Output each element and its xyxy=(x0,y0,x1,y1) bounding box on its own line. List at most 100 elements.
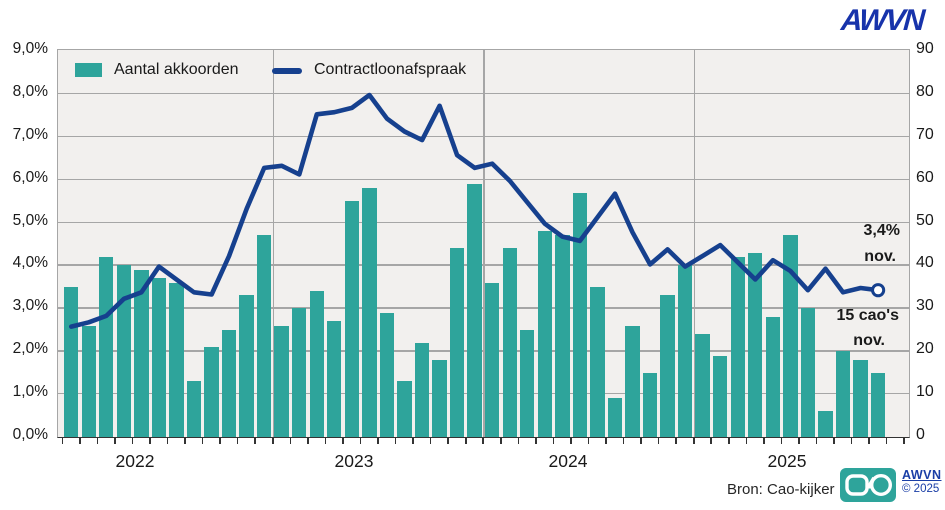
source-caption: Bron: Cao-kijker xyxy=(727,481,835,498)
legend-bar-swatch xyxy=(75,63,102,77)
month-tick xyxy=(114,438,116,444)
month-tick xyxy=(570,438,572,444)
month-tick xyxy=(307,438,309,444)
month-tick xyxy=(429,438,432,444)
right-tick-label: 80 xyxy=(916,82,934,100)
left-tick-label: 5,0% xyxy=(12,211,48,229)
month-tick xyxy=(412,438,414,444)
month-tick xyxy=(780,438,783,444)
bar-2024-08 xyxy=(607,398,623,437)
contractloon-line xyxy=(69,92,881,329)
month-tick xyxy=(166,438,169,444)
month-tick xyxy=(447,438,449,444)
bar-2022-07 xyxy=(169,282,184,437)
bar-2023-02 xyxy=(292,308,307,437)
month-tick xyxy=(815,438,818,444)
bar-2025-04 xyxy=(748,252,763,437)
month-tick xyxy=(271,438,274,444)
year-label-2024: 2024 xyxy=(548,451,588,471)
brand-small-copyright: © 2025 xyxy=(902,483,940,495)
month-tick xyxy=(342,438,344,444)
bar-2024-05 xyxy=(555,235,570,437)
month-tick xyxy=(464,438,467,444)
left-tick-label: 2,0% xyxy=(12,340,48,358)
bar-2023-03 xyxy=(309,291,324,437)
legend-bar-label: Aantal akkoorden xyxy=(114,61,239,78)
month-tick xyxy=(552,438,555,444)
annotation-bars-month: nov. xyxy=(853,332,885,349)
annotation-line-month: nov. xyxy=(864,248,896,265)
bar-2025-03 xyxy=(730,256,745,437)
bar-2024-06 xyxy=(572,192,588,437)
bar-2022-11 xyxy=(239,295,254,437)
left-tick-label: 8,0% xyxy=(12,82,48,100)
left-tick-label: 3,0% xyxy=(12,297,48,315)
bar-2023-08 xyxy=(397,381,412,437)
v-gridline-year xyxy=(272,50,275,437)
right-tick-label: 20 xyxy=(916,340,934,358)
month-tick xyxy=(79,438,81,444)
month-tick xyxy=(605,438,607,444)
month-tick xyxy=(798,438,800,444)
month-tick xyxy=(254,438,257,444)
bar-2025-10 xyxy=(853,359,868,437)
bar-2025-02 xyxy=(712,355,728,437)
month-tick xyxy=(184,438,186,444)
month-tick xyxy=(587,438,590,444)
month-tick xyxy=(394,438,397,444)
bar-2025-09 xyxy=(835,351,851,437)
right-tick-label: 30 xyxy=(916,297,934,315)
bar-2022-02 xyxy=(81,325,96,437)
month-tick xyxy=(219,438,221,444)
annotation-bars-value: 15 cao's xyxy=(836,307,899,324)
bar-2024-02 xyxy=(502,248,517,437)
bar-2023-11 xyxy=(449,248,465,437)
line-series xyxy=(69,92,886,329)
month-tick xyxy=(833,438,835,444)
bar-2024-11 xyxy=(660,295,675,437)
bar-2022-06 xyxy=(151,278,167,437)
month-tick xyxy=(324,438,327,444)
bar-2025-05 xyxy=(765,316,780,437)
legend: Aantal akkoorden Contractloonafspraak xyxy=(58,50,909,90)
bar-2025-11 xyxy=(870,372,886,437)
bar-2024-04 xyxy=(537,231,552,437)
annotation-line-value: 3,4% xyxy=(863,222,900,239)
brand-small-name: AWVN xyxy=(902,468,942,482)
left-tick-label: 9,0% xyxy=(12,40,48,57)
bar-2024-12 xyxy=(677,265,693,437)
bar-2023-06 xyxy=(362,188,377,437)
right-tick-label: 50 xyxy=(916,211,934,229)
bar-2023-01 xyxy=(274,325,289,437)
month-tick xyxy=(885,438,888,444)
line-end-marker xyxy=(871,283,886,298)
bar-2022-08 xyxy=(186,381,202,437)
bar-2025-06 xyxy=(783,235,798,437)
month-tick xyxy=(96,438,99,444)
legend-line-swatch xyxy=(272,68,302,74)
bar-2022-04 xyxy=(116,265,131,437)
left-tick-label: 1,0% xyxy=(12,383,48,401)
bar-2024-07 xyxy=(590,286,605,437)
year-label-2022: 2022 xyxy=(115,451,155,471)
awvn-logo: AWVN xyxy=(839,4,925,37)
right-tick-label: 90 xyxy=(916,40,934,57)
month-tick xyxy=(482,438,485,444)
left-tick-label: 7,0% xyxy=(12,125,48,143)
month-tick xyxy=(622,438,625,444)
glasses-icon xyxy=(845,473,893,497)
bar-2023-09 xyxy=(414,342,430,437)
bar-2025-08 xyxy=(818,411,833,437)
bar-2025-07 xyxy=(800,308,816,437)
month-tick xyxy=(517,438,520,444)
bar-2024-10 xyxy=(642,372,658,437)
month-tick xyxy=(868,438,870,444)
bar-2023-05 xyxy=(344,201,360,437)
brand-small: AWVN © 2025 xyxy=(902,468,942,496)
bar-2022-05 xyxy=(134,269,149,437)
cao-kijker-logo xyxy=(840,468,896,502)
right-tick-label: 40 xyxy=(916,254,934,272)
legend-line-label: Contractloonafspraak xyxy=(314,61,467,78)
month-tick xyxy=(359,438,362,444)
